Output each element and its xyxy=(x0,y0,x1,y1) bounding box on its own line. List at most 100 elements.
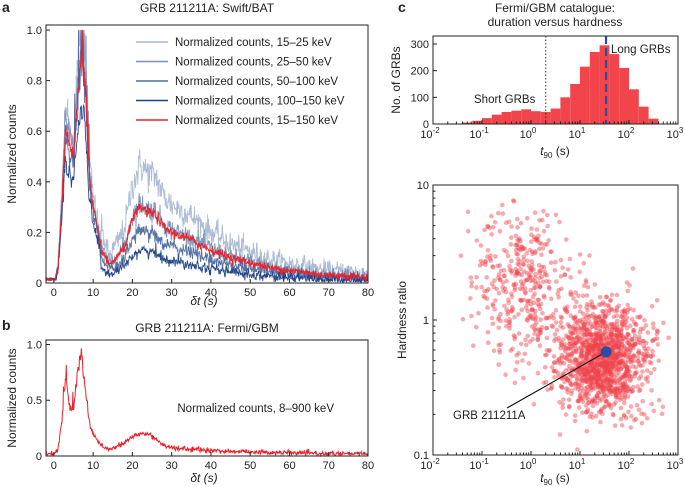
scatter-point xyxy=(594,379,600,384)
scatter-point xyxy=(578,392,583,398)
scatter-point xyxy=(496,343,502,348)
scatter-point xyxy=(590,311,596,317)
scatter-point xyxy=(603,383,608,389)
panel-c-hist-xlabel: t90 (s) xyxy=(540,144,570,160)
scatter-point xyxy=(597,346,602,352)
scatter-point xyxy=(489,315,495,321)
scatter-point xyxy=(502,286,508,291)
scatter-point xyxy=(589,368,595,374)
scatter-point xyxy=(594,382,600,387)
scatter-point xyxy=(590,354,596,359)
scatter-point xyxy=(485,224,491,230)
scatter-point xyxy=(518,279,524,284)
scatter-point xyxy=(565,377,571,383)
scatter-point xyxy=(615,355,620,361)
scatter-point xyxy=(587,346,592,351)
scatter-point xyxy=(641,339,647,344)
scatter-point xyxy=(572,330,578,336)
scatter-point xyxy=(531,300,537,306)
scatter-point xyxy=(533,249,538,254)
scatter-point xyxy=(498,342,504,347)
scatter-point xyxy=(588,381,594,386)
scatter-point xyxy=(605,368,611,373)
scatter-point xyxy=(574,369,580,374)
scatter-point xyxy=(644,368,650,373)
scatter-point xyxy=(490,321,496,327)
scatter-point xyxy=(492,307,498,312)
scatter-point xyxy=(624,376,630,382)
scatter-point xyxy=(601,387,606,393)
scatter-point xyxy=(613,400,618,405)
scatter-point xyxy=(587,253,592,258)
scatter-point xyxy=(632,320,637,325)
scatter-point xyxy=(577,336,583,342)
scatter-point xyxy=(565,387,571,392)
scatter-point xyxy=(614,352,619,357)
scatter-point xyxy=(592,368,597,373)
scatter-point xyxy=(508,348,513,353)
scatter-point xyxy=(614,391,620,396)
scatter-point xyxy=(655,342,661,347)
scatter-point xyxy=(609,357,615,363)
scatter-point xyxy=(502,303,507,309)
scatter-point xyxy=(615,352,620,358)
scatter-point xyxy=(601,342,606,348)
scatter-point xyxy=(597,323,603,328)
scatter-point xyxy=(589,411,594,417)
scatter-point xyxy=(530,249,535,255)
scatter-point xyxy=(549,382,554,388)
scatter-point xyxy=(643,353,648,358)
scatter-point xyxy=(649,361,654,366)
scatter-point xyxy=(590,344,595,350)
scatter-point xyxy=(635,314,640,320)
scatter-point xyxy=(604,363,610,368)
scatter-point xyxy=(621,397,627,402)
scatter-point xyxy=(515,256,521,262)
scatter-point xyxy=(592,346,598,352)
scatter-point xyxy=(645,330,651,335)
scatter-point xyxy=(595,336,600,341)
scatter-point xyxy=(548,260,554,266)
scatter-point xyxy=(589,376,595,382)
scatter-point xyxy=(501,268,507,273)
scatter-point xyxy=(592,361,597,366)
scatter-point xyxy=(614,373,620,378)
scatter-point xyxy=(501,288,506,294)
scatter-point xyxy=(602,302,607,307)
scatter-point xyxy=(582,393,588,399)
scatter-point xyxy=(602,385,607,390)
scatter-point xyxy=(621,382,626,388)
scatter-point xyxy=(587,342,592,348)
panel-c-hist-xtick-label: 100 xyxy=(520,126,537,141)
scatter-point xyxy=(545,223,550,229)
scatter-point xyxy=(564,375,569,381)
scatter-point xyxy=(511,333,517,338)
scatter-point xyxy=(600,300,606,305)
scatter-point xyxy=(590,323,596,329)
scatter-point xyxy=(584,349,589,354)
scatter-point xyxy=(660,404,666,410)
scatter-point xyxy=(584,379,590,385)
scatter-point xyxy=(562,272,568,278)
scatter-point xyxy=(589,360,594,366)
scatter-point xyxy=(536,303,542,309)
scatter-point xyxy=(637,334,642,340)
scatter-point xyxy=(507,322,513,328)
scatter-point xyxy=(608,384,613,389)
scatter-point xyxy=(628,404,634,409)
scatter-point xyxy=(524,250,529,256)
histogram-bar xyxy=(501,112,512,124)
scatter-point xyxy=(609,361,615,367)
scatter-point xyxy=(611,355,616,361)
scatter-point xyxy=(645,351,650,357)
panel-a-xlabel: δt (s) xyxy=(190,294,217,308)
scatter-point xyxy=(627,355,633,360)
scatter-point xyxy=(613,379,619,384)
scatter-point xyxy=(569,382,575,388)
scatter-point xyxy=(613,341,618,346)
scatter-point xyxy=(549,386,554,391)
scatter-point xyxy=(598,383,603,388)
panel-a-xtick-label: 30 xyxy=(166,287,178,299)
scatter-point xyxy=(598,408,604,413)
scatter-point xyxy=(535,337,541,342)
